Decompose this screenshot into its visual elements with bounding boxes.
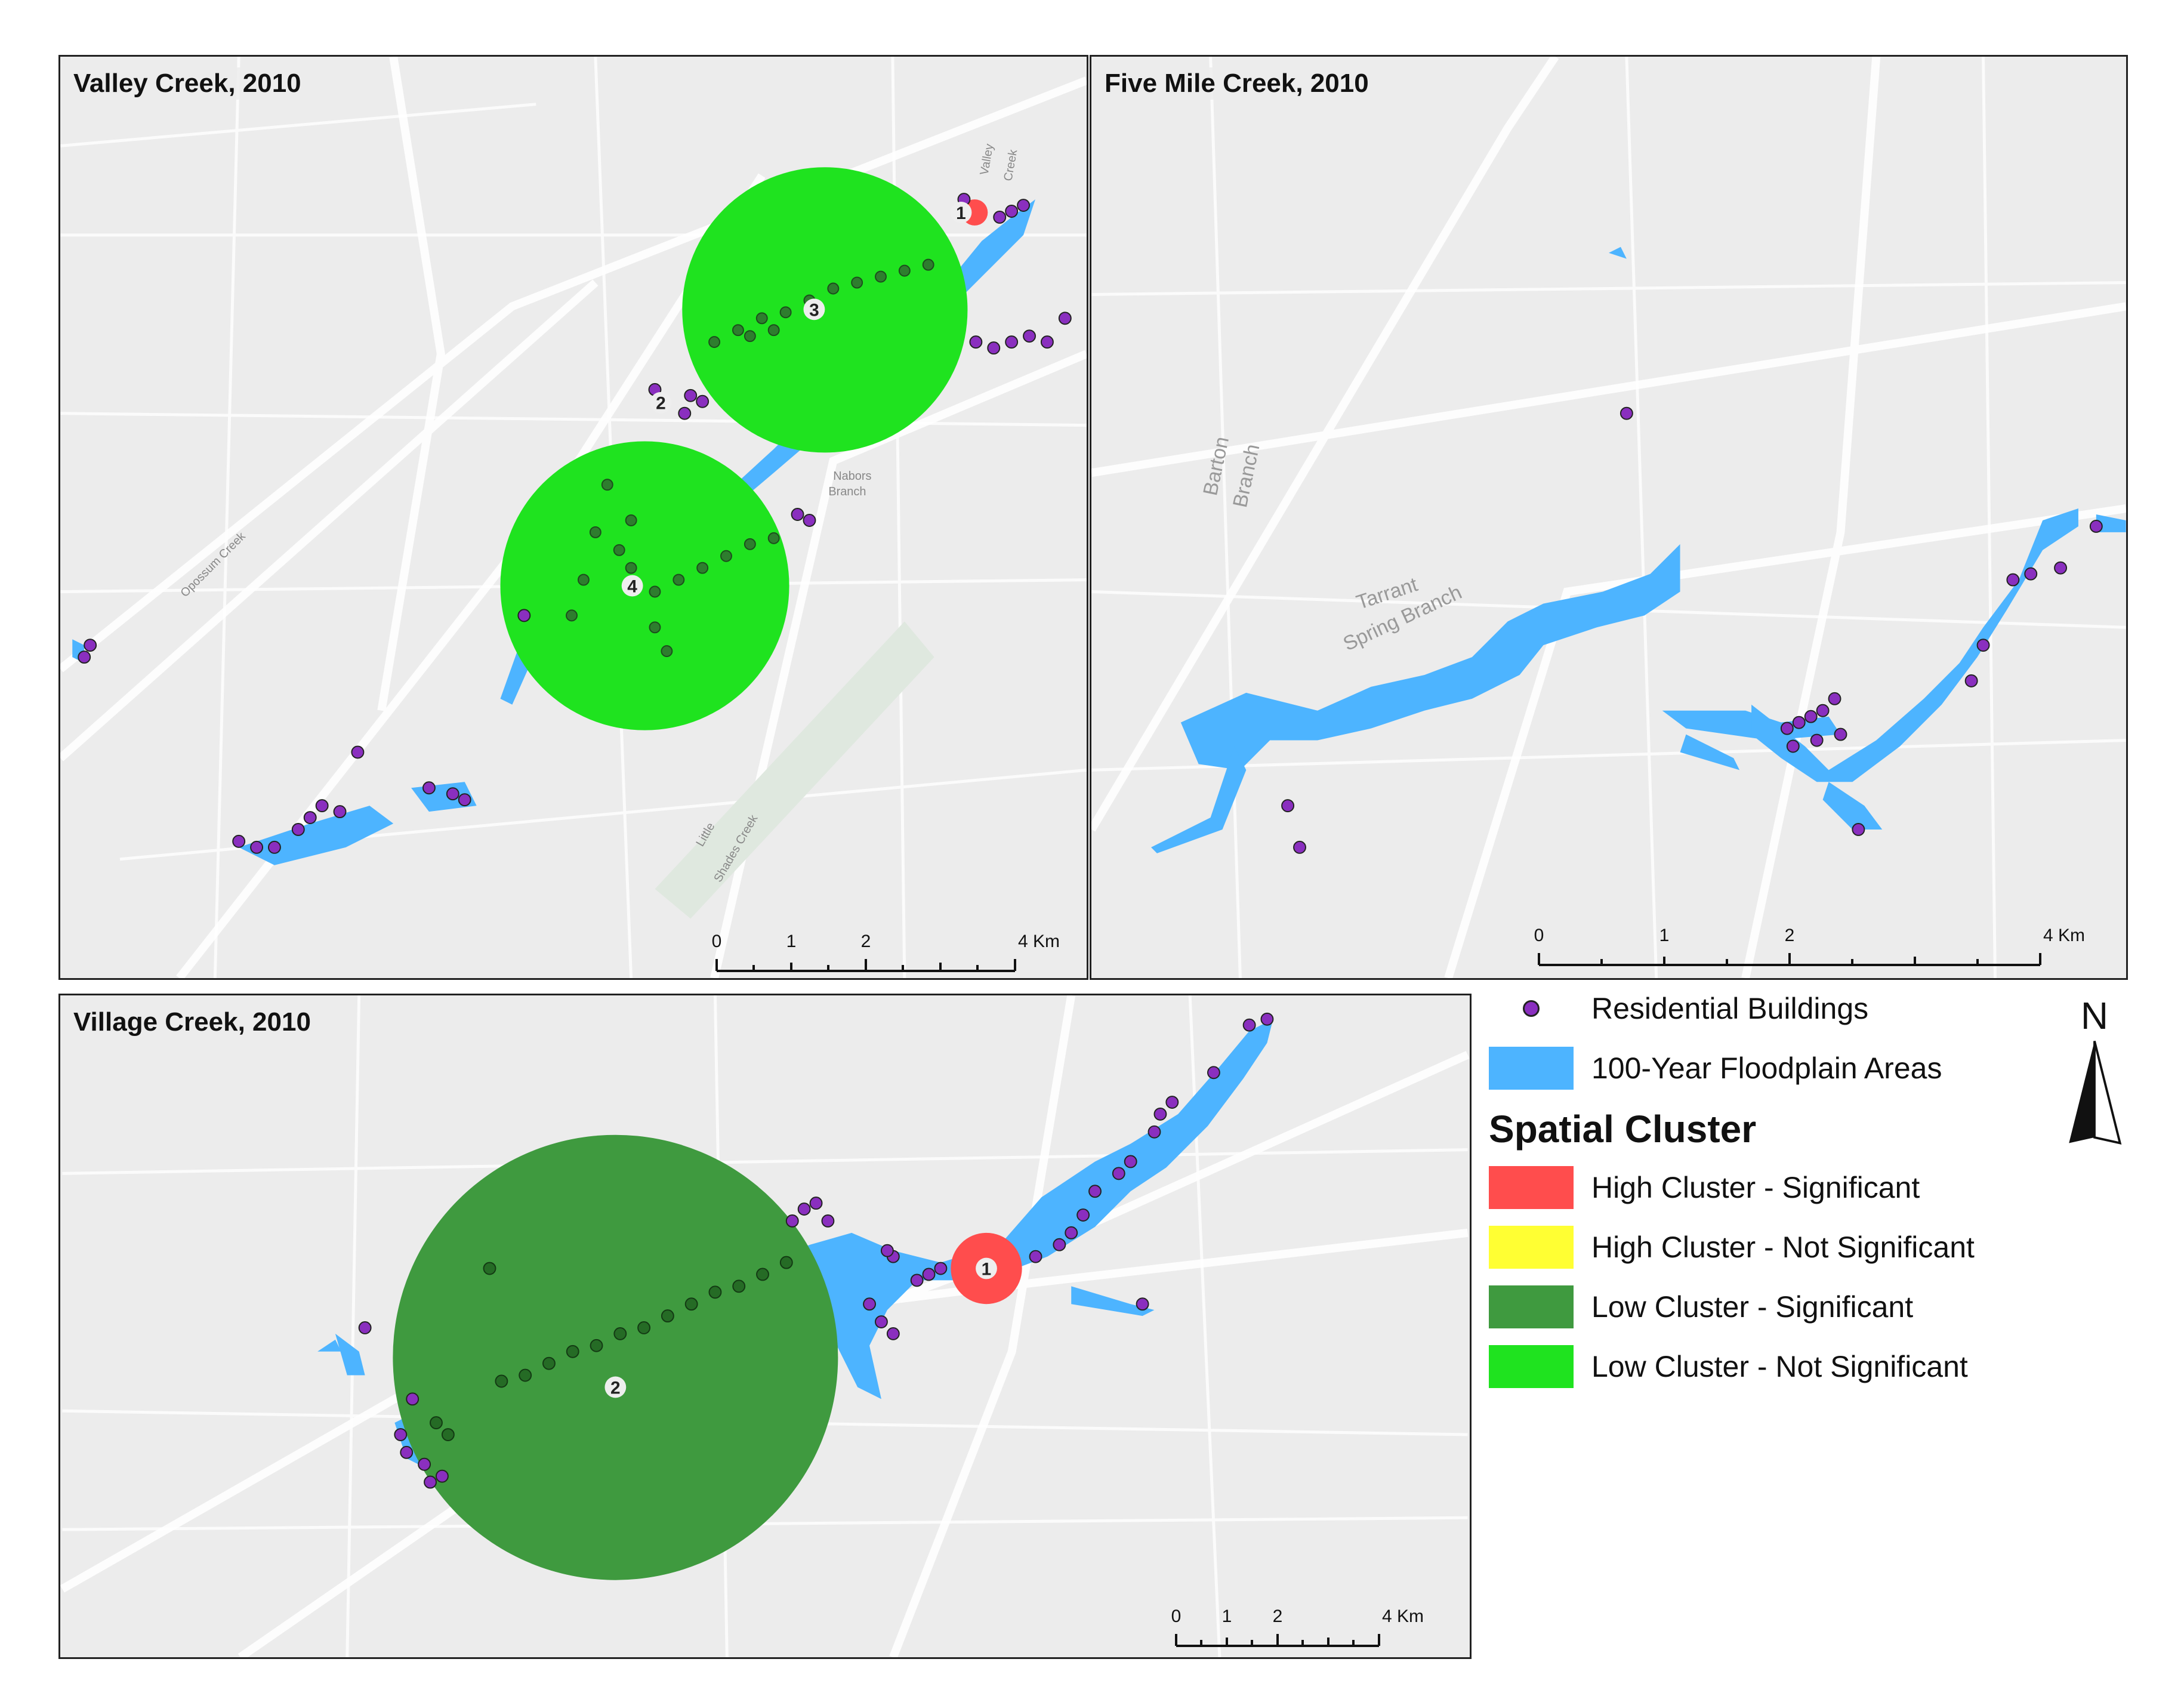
- residential-buildings: [78, 193, 1072, 854]
- village-creek-map: 1 2: [60, 995, 1470, 1657]
- valley-creek-map: 1 2 3 4 Opossum Creek Nabors Branch Litt…: [60, 57, 1087, 978]
- cluster-number-4: 4: [627, 577, 637, 597]
- cluster-badge-4: [621, 575, 643, 597]
- scale-tick-1: 1: [786, 932, 797, 951]
- floodplain-areas: [1150, 246, 2126, 853]
- cluster-circle-3: [682, 167, 968, 453]
- map-panel-village-creek: 1 2 Village Creek, 2010 0 1 2 4 Km: [58, 994, 1472, 1659]
- legend-label-low-significant: Low Cluster - Significant: [1591, 1290, 1914, 1324]
- swatch-low-not-significant: [1489, 1345, 1574, 1388]
- cluster-badge-3: [803, 298, 825, 320]
- swatch-low-significant: [1489, 1285, 1574, 1328]
- label-barton-1: Barton: [1199, 434, 1233, 497]
- park-area: [655, 621, 934, 919]
- cluster-number-1: 1: [982, 1259, 992, 1279]
- scale-tick-4: 4 Km: [2043, 926, 2085, 945]
- residential-buildings: [358, 1012, 1274, 1489]
- legend-row-high-significant: High Cluster - Significant: [1489, 1164, 1920, 1211]
- cluster-number-1: 1: [956, 203, 966, 223]
- residential-dot-swatch: [1489, 987, 1574, 1030]
- legend-row-low-not-significant: Low Cluster - Not Significant: [1489, 1343, 1968, 1390]
- panel-title-village: Village Creek, 2010: [70, 1006, 314, 1038]
- scale-tick-0: 0: [712, 932, 722, 951]
- residential-buildings: [1281, 406, 2103, 854]
- legend-label-high-not-significant: High Cluster - Not Significant: [1591, 1231, 1975, 1264]
- scale-tick-2: 2: [1785, 926, 1795, 945]
- scale-tick-4: 4 Km: [1382, 1606, 1424, 1626]
- cluster-number-2: 2: [656, 394, 666, 414]
- cluster-circle-4: [500, 441, 789, 730]
- scale-tick-2: 2: [861, 932, 871, 951]
- swatch-high-significant: [1489, 1166, 1574, 1209]
- scale-bar-village: 0 1 2 4 Km: [1152, 1592, 1451, 1652]
- buildings-in-clusters: [566, 258, 934, 658]
- legend-heading: Spatial Cluster: [1489, 1108, 1757, 1151]
- scale-bar-valley: 0 1 2 4 Km: [693, 917, 1075, 977]
- cluster-circle-2: [393, 1134, 838, 1580]
- legend-row-floodplain: 100-Year Floodplain Areas: [1489, 1044, 1942, 1092]
- north-arrow-icon: [2069, 1041, 2122, 1145]
- label-valley-creek-2: Creek: [1001, 149, 1020, 182]
- five-mile-creek-map: Barton Branch Tarrant Spring Branch: [1091, 57, 2126, 978]
- buildings-in-clusters: [430, 1256, 793, 1441]
- panel-title-five-mile: Five Mile Creek, 2010: [1101, 67, 1372, 100]
- label-nabors-2: Branch: [828, 485, 866, 498]
- floodplain-swatch: [1489, 1047, 1574, 1090]
- label-nabors-1: Nabors: [833, 470, 871, 483]
- scale-tick-4: 4 Km: [1018, 932, 1060, 951]
- legend-label-residential: Residential Buildings: [1591, 992, 1869, 1025]
- map-legend: Residential Buildings 100-Year Floodplai…: [1489, 985, 2145, 1402]
- scale-tick-1: 1: [1222, 1606, 1232, 1626]
- legend-label-high-significant: High Cluster - Significant: [1591, 1171, 1920, 1204]
- scale-tick-1: 1: [1659, 926, 1670, 945]
- north-letter: N: [2080, 994, 2109, 1037]
- scale-bar-five-mile: 0 1 2 4 Km: [1509, 911, 2106, 971]
- legend-label-floodplain: 100-Year Floodplain Areas: [1591, 1051, 1942, 1085]
- cluster-badge-2: [650, 391, 672, 414]
- legend-row-low-significant: Low Cluster - Significant: [1489, 1283, 1913, 1331]
- scale-tick-0: 0: [1534, 926, 1544, 945]
- legend-label-low-not-significant: Low Cluster - Not Significant: [1591, 1350, 1968, 1383]
- cluster-badge-2: [604, 1376, 627, 1398]
- cluster-badge-1: [976, 1257, 997, 1279]
- cluster-number-3: 3: [809, 300, 819, 320]
- cluster-number-2: 2: [610, 1378, 621, 1398]
- map-panel-five-mile-creek: Barton Branch Tarrant Spring Branch Five…: [1090, 55, 2128, 980]
- panel-title-valley: Valley Creek, 2010: [70, 67, 305, 100]
- scale-tick-2: 2: [1273, 1606, 1283, 1626]
- legend-row-high-not-significant: High Cluster - Not Significant: [1489, 1223, 1975, 1271]
- cluster-badge-1: [950, 202, 972, 223]
- north-arrow: N: [2059, 994, 2130, 1149]
- legend-row-residential: Residential Buildings: [1489, 985, 1868, 1032]
- swatch-high-not-significant: [1489, 1226, 1574, 1269]
- label-valley-creek-1: Valley: [978, 143, 997, 176]
- scale-tick-0: 0: [1171, 1606, 1182, 1626]
- map-panel-valley-creek: 1 2 3 4 Opossum Creek Nabors Branch Litt…: [58, 55, 1088, 980]
